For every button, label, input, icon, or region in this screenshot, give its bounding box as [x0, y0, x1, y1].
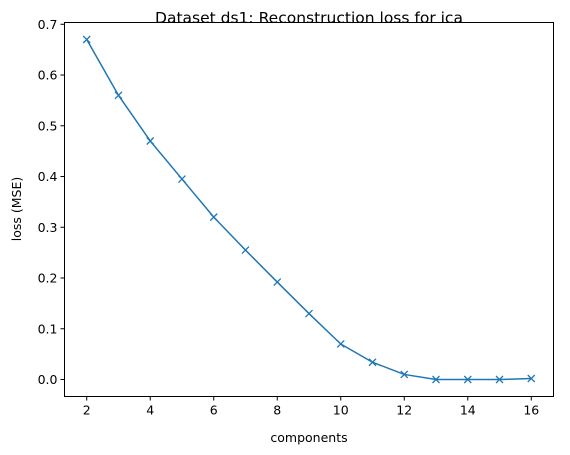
data-point-marker — [368, 358, 377, 367]
data-point-marker — [400, 370, 409, 379]
y-tick-label: 0.2 — [38, 271, 58, 286]
data-point-marker — [114, 91, 123, 100]
y-tick-label: 0.0 — [38, 372, 58, 387]
x-tick-label: 12 — [396, 403, 412, 418]
x-tick-label: 6 — [210, 403, 218, 418]
x-tick-label: 14 — [460, 403, 476, 418]
x-tick-label: 16 — [523, 403, 539, 418]
y-tick-label: 0.6 — [38, 68, 58, 83]
data-point-marker — [527, 374, 536, 383]
x-tick-label: 2 — [83, 403, 91, 418]
data-point-marker — [178, 175, 186, 184]
data-point-marker — [241, 246, 250, 255]
x-tick-label: 10 — [333, 403, 349, 418]
data-point-marker — [305, 309, 313, 318]
plot-frame — [64, 22, 554, 397]
x-axis-label: components — [270, 430, 347, 445]
data-point-marker — [336, 340, 345, 348]
data-point-marker — [146, 137, 155, 145]
y-tick-label: 0.1 — [38, 321, 58, 336]
y-tick-label: 0.5 — [38, 118, 58, 133]
x-tick-label: 8 — [273, 403, 281, 418]
y-tick-label: 0.3 — [38, 220, 58, 235]
data-point-marker — [432, 375, 440, 384]
data-point-marker — [463, 375, 472, 384]
data-point-marker — [273, 278, 282, 287]
x-tick-label: 4 — [146, 403, 154, 418]
chart-title: Dataset ds1: Reconstruction loss for ica — [155, 9, 463, 27]
y-tick-label: 0.4 — [38, 169, 58, 184]
plot-area: 2 4 6 8 10 12 14 16 0.0 0.1 0.2 0.3 0.4 0.5 0.6 0.7 — [38, 17, 540, 418]
series-line — [86, 39, 532, 381]
data-point-marker — [82, 35, 91, 44]
y-axis-label: loss (MSE) — [9, 177, 24, 242]
data-point-marker — [209, 213, 218, 222]
data-point-marker — [495, 375, 504, 384]
y-tick-label: 0.7 — [38, 17, 58, 32]
